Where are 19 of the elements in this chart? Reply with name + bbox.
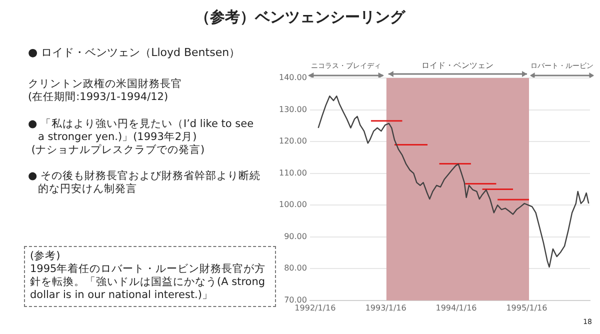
x-tick-label: 1994/1/16 xyxy=(436,303,477,312)
x-tick-label: 1993/1/16 xyxy=(365,303,406,312)
y-tick-label: 100.00 xyxy=(278,200,307,210)
chart-title: （参考）ベンツェンシーリング xyxy=(194,8,406,27)
y-tick-label: 70.00 xyxy=(284,295,307,304)
x-tick-label: 1992/1/16 xyxy=(294,303,336,312)
y-tick-label: 80.00 xyxy=(284,264,307,273)
text: ● 「私はより強い円を見たい（I’d like to see a stronger yen.)」(1993年2月) (ナショナルプレスクラブでの発言) xyxy=(28,118,254,158)
y-tick-label: 90.00 xyxy=(284,232,307,241)
text: ● ロイド・ベンツェン（Lloyd Bentsen） xyxy=(28,46,240,60)
text: クリントン政権の米国財務長官 (在任期間:1993/1-1994/12) xyxy=(28,78,182,104)
y-tick-label: 140.00 xyxy=(278,73,307,82)
y-tick-label: 120.00 xyxy=(278,136,307,146)
text: (参考) 1995年着任のロバート・ルービン財務長官が方針を転換。「強いドルは国益にかなう(A strong dollar is in our national interest.)」 xyxy=(30,250,267,302)
y-tick-label: 130.00 xyxy=(278,104,307,114)
text: ● その後も財務長官および財務省幹部より断続的な円安けん制発言 xyxy=(28,170,262,196)
y-tick-label: 110.00 xyxy=(278,168,307,178)
x-tick-label: 1995/1/16 xyxy=(506,303,548,312)
band-label: ロイド・ベンツェン xyxy=(422,61,494,70)
